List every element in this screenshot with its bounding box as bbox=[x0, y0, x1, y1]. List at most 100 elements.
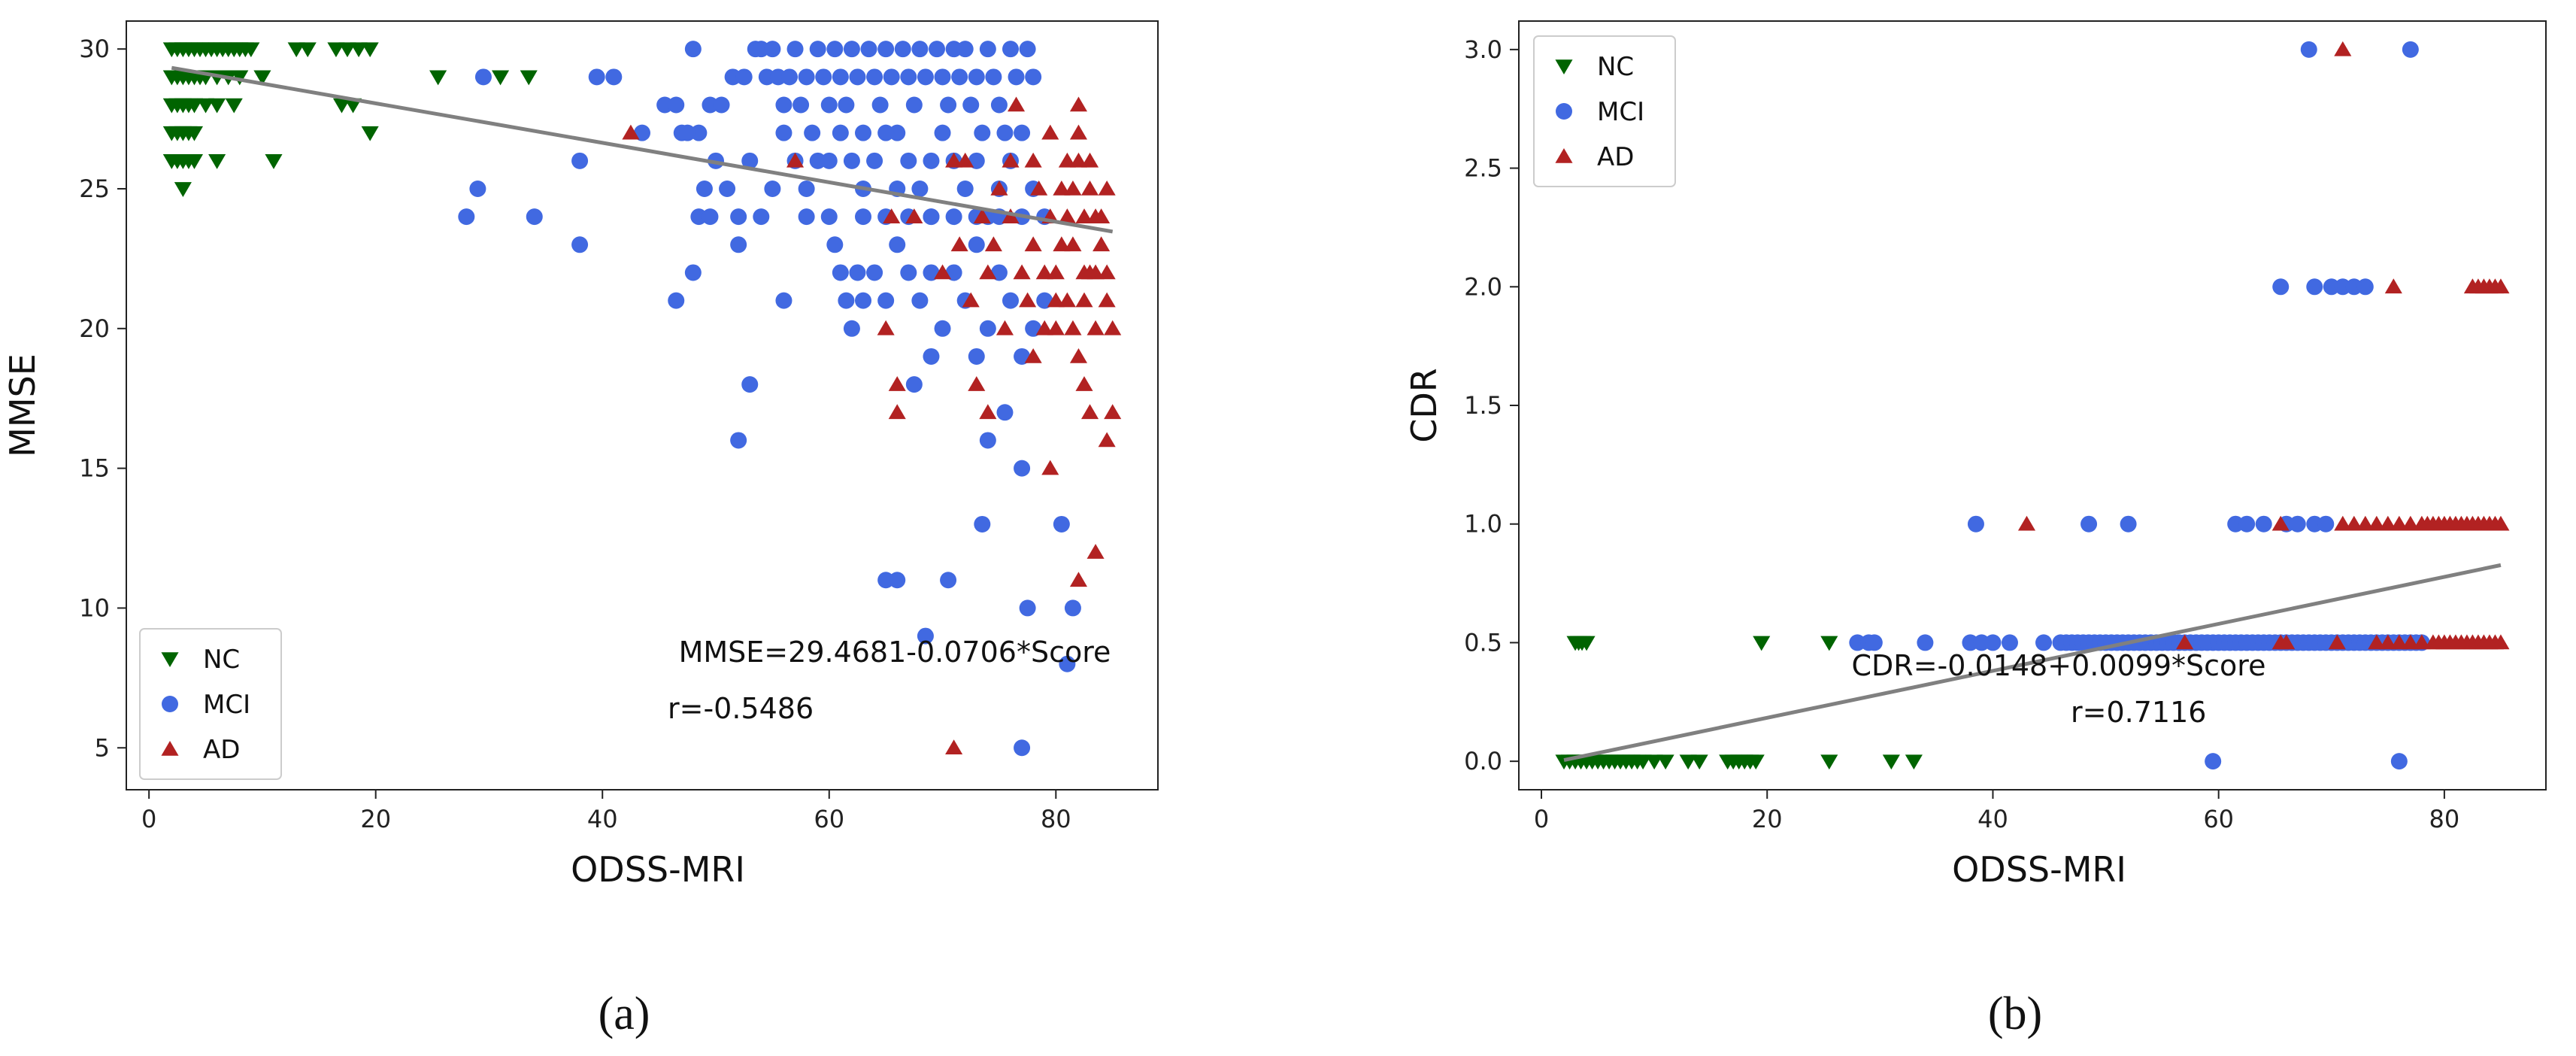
data-point-mci bbox=[985, 68, 1002, 86]
data-point-ad bbox=[2379, 634, 2397, 650]
data-point-nc bbox=[1905, 754, 1923, 770]
data-point-ad bbox=[1047, 320, 1065, 335]
data-point-mci bbox=[911, 180, 929, 197]
data-point-ad bbox=[2017, 515, 2036, 531]
data-point-mci bbox=[860, 41, 877, 58]
data-point-mci bbox=[815, 68, 832, 86]
data-point-nc bbox=[1690, 754, 1708, 770]
y-tick-label: 10 bbox=[79, 593, 110, 622]
data-point-ad bbox=[1075, 264, 1093, 280]
data-point-mci bbox=[843, 41, 860, 58]
x-tick-label: 20 bbox=[1752, 805, 1783, 833]
data-point-ad bbox=[2356, 515, 2374, 531]
data-point-mci bbox=[753, 208, 770, 226]
data-point-ad bbox=[2402, 634, 2420, 650]
data-point-mci bbox=[923, 152, 940, 169]
data-point-ad bbox=[962, 292, 980, 308]
data-point-ad bbox=[945, 152, 963, 168]
data-point-mci bbox=[690, 124, 708, 141]
data-point-ad bbox=[2328, 634, 2346, 650]
data-point-nc bbox=[429, 70, 447, 86]
data-point-nc bbox=[327, 42, 345, 58]
data-point-ad bbox=[1019, 292, 1037, 308]
data-point-ad bbox=[2390, 515, 2408, 531]
x-tick-label: 80 bbox=[2429, 805, 2460, 833]
data-point-mci bbox=[656, 96, 674, 114]
data-point-ad bbox=[2368, 634, 2386, 650]
data-point-ad bbox=[1041, 460, 1059, 475]
data-point-mci bbox=[1014, 739, 1031, 757]
data-point-ad bbox=[996, 320, 1014, 335]
data-point-mci bbox=[849, 68, 866, 86]
y-tick-label: 25 bbox=[79, 174, 110, 203]
data-point-nc bbox=[1656, 754, 1674, 770]
data-point-mci bbox=[923, 208, 940, 226]
data-point-ad bbox=[1075, 208, 1093, 223]
data-point-ad bbox=[2390, 634, 2408, 650]
legend-label-nc: NC bbox=[203, 645, 240, 675]
data-point-mci bbox=[877, 41, 895, 58]
data-point-mci bbox=[2356, 278, 2374, 296]
x-tick-label: 0 bbox=[1534, 805, 1549, 833]
y-tick-label: 3.0 bbox=[1464, 35, 1502, 64]
y-tick-label: 5 bbox=[95, 733, 110, 762]
data-point-mci bbox=[929, 41, 945, 58]
y-tick-label: 30 bbox=[79, 35, 110, 63]
data-point-mci bbox=[809, 41, 826, 58]
data-point-mci bbox=[2120, 515, 2137, 533]
correlation-coefficient: r=-0.5486 bbox=[668, 692, 814, 725]
data-point-ad bbox=[1047, 292, 1065, 308]
data-point-mci bbox=[798, 208, 815, 226]
data-point-mci bbox=[668, 292, 685, 309]
data-point-nc bbox=[265, 154, 283, 169]
data-point-mci bbox=[1019, 41, 1036, 58]
data-point-mci bbox=[968, 347, 985, 365]
data-point-mci bbox=[588, 68, 605, 86]
data-point-mci bbox=[1064, 599, 1081, 617]
data-point-mci bbox=[940, 96, 957, 114]
data-point-mci bbox=[945, 208, 962, 226]
data-point-mci bbox=[889, 124, 906, 141]
data-point-ad bbox=[905, 208, 923, 223]
data-point-mci bbox=[838, 96, 855, 114]
data-point-mci bbox=[900, 68, 917, 86]
data-point-nc bbox=[185, 154, 204, 169]
data-point-nc bbox=[174, 182, 192, 197]
data-point-ad bbox=[1002, 208, 1020, 223]
regression-line bbox=[171, 65, 1114, 234]
data-point-mci bbox=[974, 515, 991, 533]
data-point-mci bbox=[917, 68, 934, 86]
data-point-mci bbox=[2255, 515, 2272, 533]
data-point-mci bbox=[668, 96, 685, 114]
data-point-ad bbox=[1069, 124, 1088, 140]
data-point-ad bbox=[1104, 404, 1122, 420]
data-point-nc bbox=[1679, 754, 1697, 770]
data-point-mci bbox=[719, 180, 736, 197]
data-point-ad bbox=[1075, 292, 1093, 308]
data-point-mci bbox=[474, 68, 492, 86]
data-point-mci bbox=[741, 376, 759, 393]
data-point-mci bbox=[1002, 292, 1019, 309]
data-point-nc bbox=[242, 42, 260, 58]
data-point-nc bbox=[196, 98, 215, 114]
data-point-mci bbox=[945, 41, 962, 58]
data-point-ad bbox=[990, 180, 1008, 196]
data-point-mci bbox=[934, 320, 951, 337]
data-point-ad bbox=[2402, 515, 2420, 531]
data-point-mci bbox=[1053, 515, 1070, 533]
data-point-ad bbox=[1069, 347, 1088, 363]
data-point-nc bbox=[1882, 754, 1900, 770]
data-point-mci bbox=[889, 572, 906, 589]
data-point-mci bbox=[2317, 515, 2335, 533]
regression-equation: CDR=-0.0148+0.0099*Score bbox=[1852, 649, 2266, 682]
data-point-ad bbox=[950, 236, 968, 252]
y-tick-label: 1.0 bbox=[1464, 510, 1502, 539]
x-tick-label: 20 bbox=[360, 805, 391, 833]
data-point-mci bbox=[571, 236, 589, 253]
data-point-ad bbox=[2345, 515, 2363, 531]
data-point-ad bbox=[2334, 515, 2352, 531]
data-point-nc bbox=[1820, 636, 1838, 651]
data-point-mci bbox=[832, 68, 849, 86]
x-axis-label: ODSS-MRI bbox=[571, 849, 745, 890]
data-point-nc bbox=[253, 70, 271, 86]
